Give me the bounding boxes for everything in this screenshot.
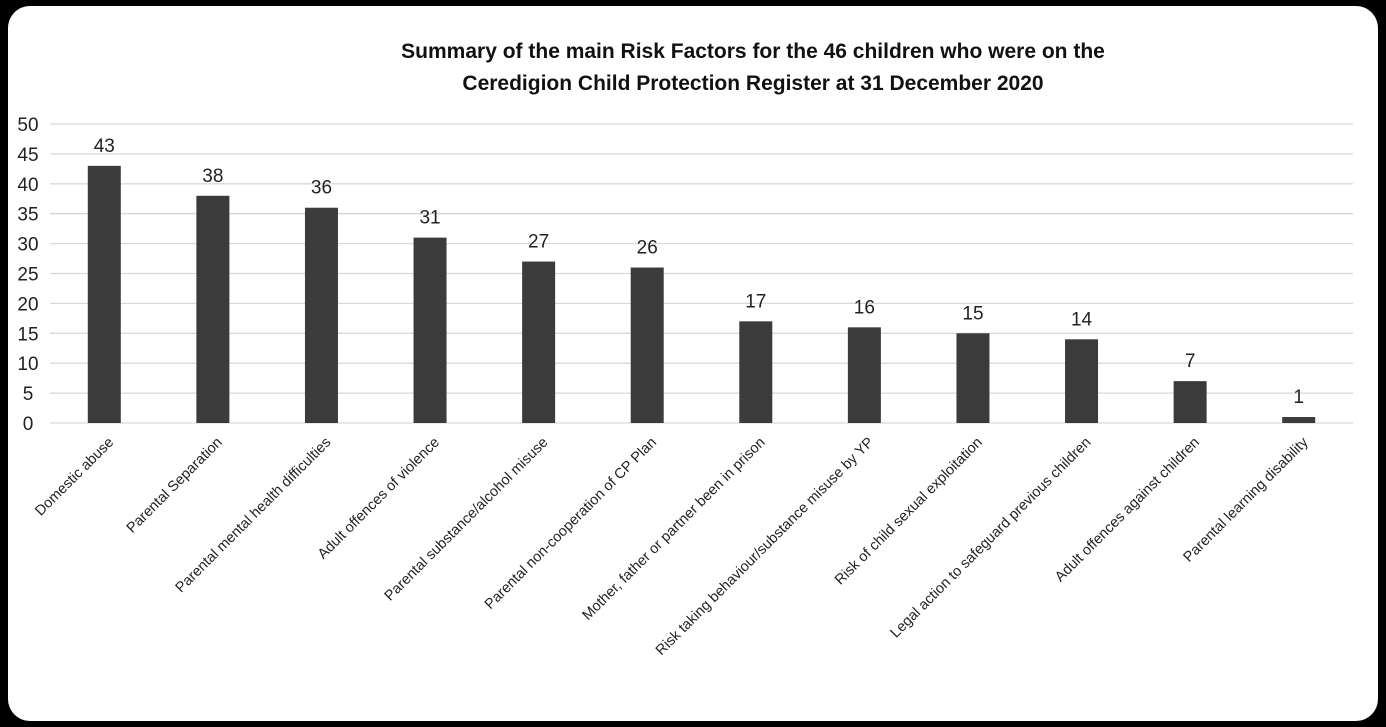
- y-axis-tick-labels: 0 5 10 15 20 25 30 35 40 45 50: [17, 115, 38, 435]
- category-label: Legal action to safeguard previous child…: [888, 435, 1095, 642]
- bar: [414, 238, 447, 423]
- bar: [196, 196, 229, 423]
- bar: [956, 333, 989, 423]
- bar: [88, 166, 121, 423]
- y-tick-label: 45: [17, 145, 38, 166]
- data-label: 43: [94, 136, 115, 157]
- chart-frame: Summary of the main Risk Factors for the…: [8, 6, 1378, 721]
- data-label: 38: [202, 166, 223, 187]
- x-axis-category-labels: Domestic abuse Parental Separation Parenta…: [32, 434, 1312, 659]
- category-label: Risk taking behaviour/substance misuse b…: [653, 435, 877, 659]
- y-tick-label: 15: [17, 324, 38, 345]
- bar: [522, 262, 555, 423]
- data-label: 16: [854, 297, 875, 318]
- category-label: Domestic abuse: [32, 435, 117, 520]
- data-label: 36: [311, 178, 332, 199]
- data-label: 31: [419, 208, 440, 229]
- y-tick-label: 50: [17, 115, 38, 136]
- category-label: Parental Separation: [124, 435, 226, 537]
- bars: [88, 166, 1315, 423]
- bar: [631, 268, 664, 423]
- bar: [305, 208, 338, 423]
- bar: [739, 321, 772, 423]
- bar: [848, 327, 881, 423]
- y-tick-label: 40: [17, 175, 38, 196]
- data-label: 26: [637, 238, 658, 259]
- y-tick-label: 5: [23, 384, 34, 405]
- data-label: 14: [1071, 309, 1093, 330]
- data-labels: 43 38 36 31 27 26 17 16 15 14 7 1: [94, 136, 1304, 408]
- category-label: Adult offences of violence: [315, 435, 443, 563]
- data-label: 27: [528, 232, 549, 253]
- y-tick-label: 10: [17, 354, 38, 375]
- y-tick-label: 25: [17, 265, 38, 286]
- data-label: 7: [1185, 351, 1196, 372]
- gridlines: [50, 124, 1353, 423]
- category-label: Mother, father or partner been in prison: [579, 435, 768, 624]
- bar: [1065, 339, 1098, 423]
- y-tick-label: 30: [17, 235, 38, 256]
- data-label: 17: [745, 291, 766, 312]
- bar: [1282, 417, 1315, 423]
- category-label: Parental learning disability: [1181, 434, 1313, 566]
- category-label: Parental non-cooperation of CP Plan: [482, 435, 660, 613]
- bar: [1174, 381, 1207, 423]
- y-tick-label: 0: [23, 414, 34, 435]
- data-label: 1: [1293, 387, 1304, 408]
- y-tick-label: 20: [17, 294, 38, 315]
- data-label: 15: [962, 303, 983, 324]
- y-tick-label: 35: [17, 205, 38, 226]
